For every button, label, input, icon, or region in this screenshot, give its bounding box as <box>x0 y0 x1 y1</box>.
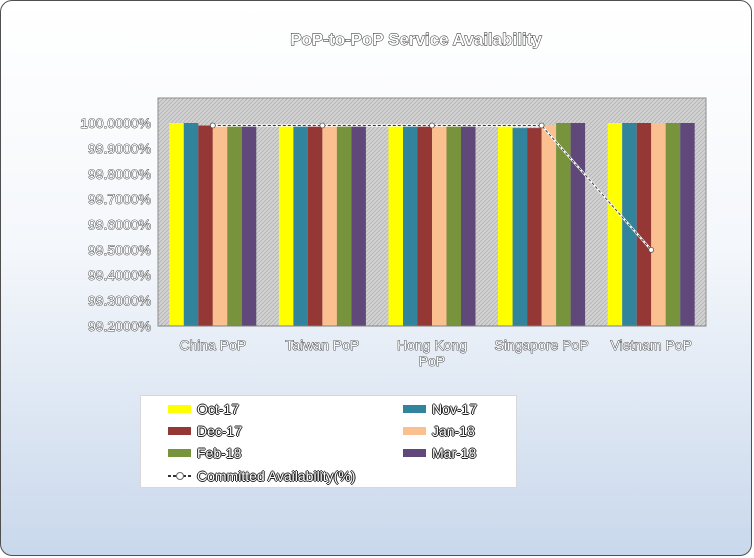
legend-item-oct-17: Oct-17 <box>168 400 239 418</box>
committed-point-2 <box>429 122 435 129</box>
legend-swatch <box>403 405 426 413</box>
legend-swatch <box>168 449 191 457</box>
y-tick-label: 99.3000% <box>88 293 151 309</box>
bar-jan-18-4 <box>651 123 666 326</box>
legend-item-mar-18: Mar-18 <box>403 444 476 462</box>
y-tick-label: 99.2000% <box>88 318 151 334</box>
legend-item-feb-18: Feb-18 <box>168 444 241 462</box>
x-tick-label: China PoP <box>179 337 246 353</box>
legend-label: Oct-17 <box>197 401 240 417</box>
x-tick-label: PoP <box>419 353 445 369</box>
legend-item-dec-17: Dec-17 <box>168 422 242 440</box>
bar-mar-18-3 <box>570 123 586 326</box>
legend-label: Mar-18 <box>432 445 477 461</box>
legend-label: Jan-18 <box>432 423 475 439</box>
y-tick-label: 99.5000% <box>88 242 151 258</box>
bar-nov-17-1 <box>293 125 308 326</box>
y-tick-label: 100.0000% <box>80 115 151 131</box>
bar-oct-17-2 <box>388 125 403 326</box>
x-tick-label: Singapore PoP <box>495 337 589 353</box>
bar-dec-17-4 <box>636 123 652 326</box>
bar-feb-18-0 <box>227 125 242 326</box>
y-tick-label: 99.8000% <box>88 166 151 182</box>
bar-nov-17-2 <box>403 125 418 326</box>
bar-oct-17-4 <box>607 123 623 326</box>
bar-feb-18-2 <box>446 125 461 326</box>
legend-label: Nov-17 <box>432 401 478 417</box>
legend-label: Dec-17 <box>197 423 243 439</box>
x-tick-label: Taiwan PoP <box>285 337 359 353</box>
bar-dec-17-1 <box>307 125 323 326</box>
y-axis-ticks: 100.0000% 99.9000% 99.8000% 99.7000% 99.6000… <box>80 115 152 335</box>
bar-jan-18-3 <box>541 125 557 326</box>
bars-group <box>169 123 695 326</box>
legend-label: Committed Availability(%) <box>197 468 356 484</box>
committed-line-group <box>209 122 655 253</box>
legend-swatch <box>403 449 426 457</box>
bar-feb-18-4 <box>665 123 681 326</box>
bar-mar-18-1 <box>351 125 366 326</box>
bar-nov-17-0 <box>183 123 199 326</box>
bar-dec-17-0 <box>198 125 213 326</box>
bar-dec-17-2 <box>417 125 432 326</box>
bar-nov-17-3 <box>512 128 528 326</box>
y-tick-label: 99.6000% <box>88 217 151 233</box>
bar-dec-17-3 <box>527 128 542 326</box>
bar-oct-17-0 <box>169 123 184 326</box>
legend: Oct-17 Nov-17 Dec-17 Jan-18 Feb-18 Mar-1… <box>140 395 517 488</box>
bar-oct-17-3 <box>498 125 513 326</box>
x-tick-label: Hong Kong <box>397 337 467 353</box>
committed-point-4 <box>648 246 655 253</box>
bar-feb-18-3 <box>556 123 571 326</box>
bar-feb-18-1 <box>336 125 352 326</box>
legend-swatch <box>168 427 191 435</box>
committed-point-3 <box>538 122 545 129</box>
y-tick-label: 99.9000% <box>88 140 151 156</box>
committed-point-0 <box>209 122 216 129</box>
legend-item-jan-18: Jan-18 <box>403 422 475 440</box>
legend-swatch <box>168 405 191 413</box>
legend-item-nov-17: Nov-17 <box>403 400 477 418</box>
legend-swatch <box>403 427 426 435</box>
committed-point-1 <box>319 122 326 129</box>
bar-mar-18-2 <box>461 125 476 326</box>
bar-mar-18-0 <box>241 125 257 326</box>
x-tick-label: Vietnam PoP <box>610 337 691 353</box>
legend-line-marker <box>168 471 191 481</box>
chart-title: PoP-to-PoP Service Availability <box>290 30 542 49</box>
y-tick-label: 99.4000% <box>88 267 151 283</box>
bar-jan-18-0 <box>212 125 228 326</box>
bar-jan-18-1 <box>322 125 337 326</box>
legend-item-committed-availability: Committed Availability(%) <box>168 467 355 485</box>
bar-mar-18-4 <box>680 123 695 326</box>
bar-jan-18-2 <box>432 125 447 326</box>
legend-label: Feb-18 <box>197 445 242 461</box>
y-tick-label: 99.7000% <box>88 191 151 207</box>
bar-oct-17-1 <box>278 125 294 326</box>
